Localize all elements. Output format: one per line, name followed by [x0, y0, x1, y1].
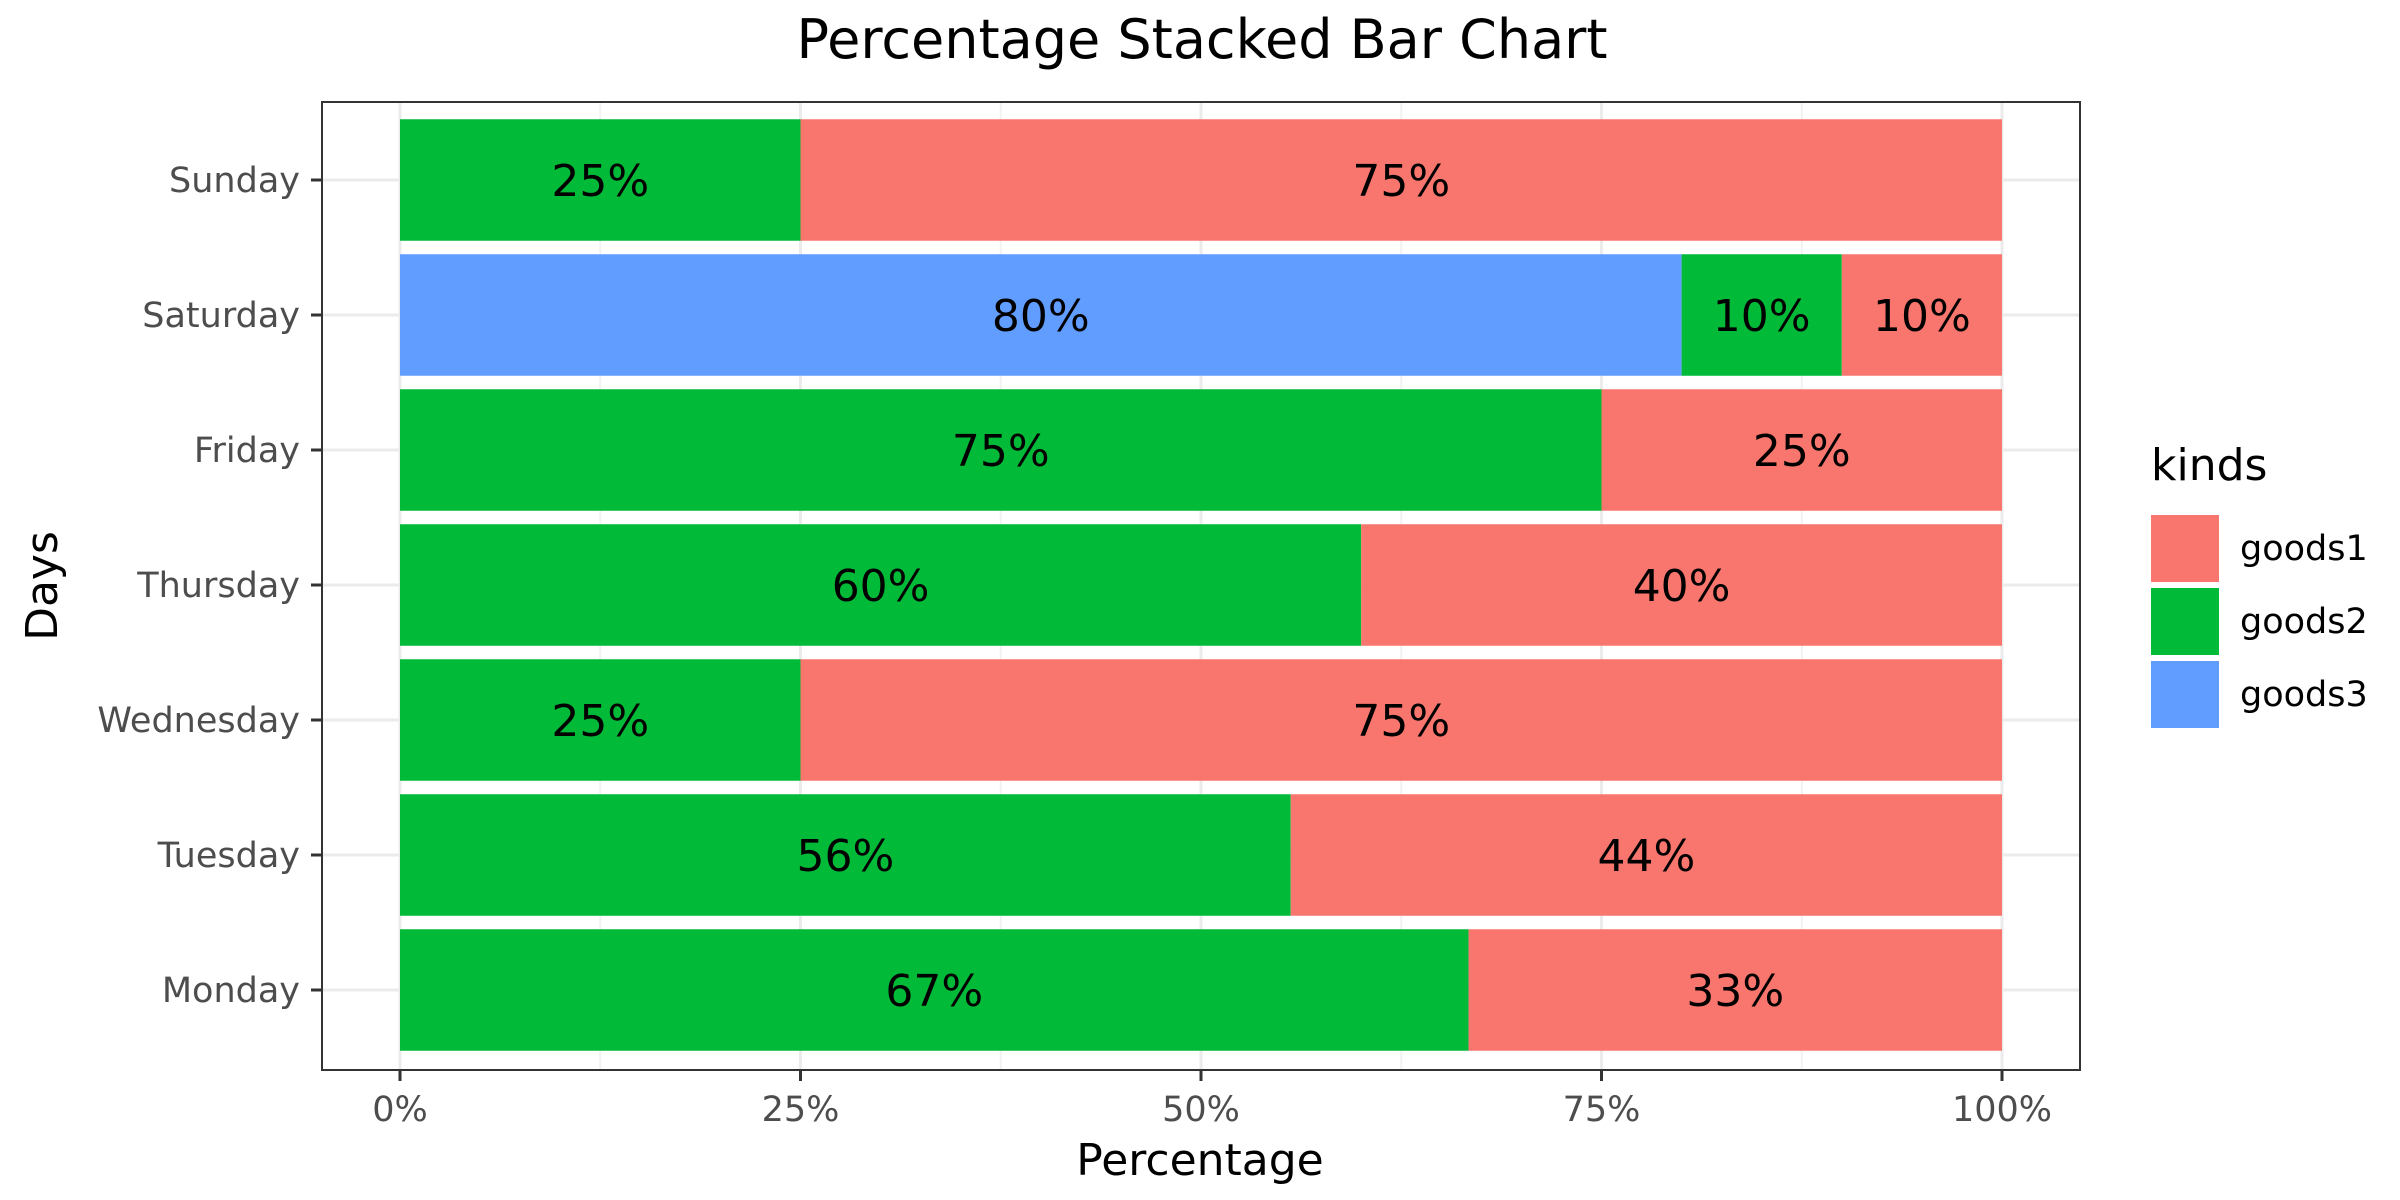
- x-tick-label: 100%: [1952, 1090, 2052, 1130]
- legend-key-goods3: [2151, 661, 2219, 728]
- bar-label: 40%: [1633, 561, 1731, 612]
- bar-label: 60%: [832, 561, 930, 612]
- bar-segment-goods2-monday: [400, 929, 1469, 1051]
- chart-title: Percentage Stacked Bar Chart: [796, 8, 1607, 71]
- x-axis-title: Percentage: [1076, 1135, 1324, 1186]
- legend-key-goods1: [2151, 515, 2219, 582]
- bar-label: 25%: [1753, 426, 1851, 477]
- bar-label: 80%: [992, 291, 1090, 342]
- legend-items: goods1 goods2 goods3: [2151, 515, 2368, 728]
- bar-label: 67%: [885, 966, 983, 1017]
- legend-title: kinds: [2151, 440, 2267, 491]
- y-axis: Monday Tuesday Wednesday Thursday Friday Satu…: [97, 161, 322, 1011]
- bar-segment-goods2-tuesday: [400, 794, 1291, 916]
- bar-segment-goods1-monday: [1468, 929, 2002, 1051]
- bar-label: 75%: [952, 426, 1050, 477]
- y-tick-label: Tuesday: [157, 836, 300, 876]
- legend: kinds goods1 goods2 goods3: [2151, 440, 2368, 728]
- bars: 67% 33% 56% 44% 25% 75% 60% 40% 75% 25% 80% 10% 10% 2…: [400, 119, 2002, 1051]
- bar-segment-goods2-wednesday: [400, 659, 801, 781]
- bar-segment-goods1-sunday: [800, 119, 2002, 241]
- bar-label: 75%: [1352, 156, 1450, 207]
- bar-segment-goods2-friday: [400, 389, 1602, 511]
- bar-label: 10%: [1713, 291, 1811, 342]
- x-tick-label: 50%: [1162, 1090, 1240, 1130]
- bar-label: 25%: [551, 156, 649, 207]
- x-axis: 0% 25% 50% 75% 100%: [372, 1070, 2052, 1130]
- bar-segment-goods1-tuesday: [1290, 794, 2002, 916]
- bar-segment-goods2-sunday: [400, 119, 801, 241]
- bar-label: 56%: [796, 831, 894, 882]
- y-tick-label: Monday: [162, 971, 300, 1011]
- plot-panel: 67% 33% 56% 44% 25% 75% 60% 40% 75% 25% 80% 10% 10% 2…: [321, 101, 2081, 1071]
- x-tick-label: 75%: [1563, 1090, 1641, 1130]
- y-tick-label: Saturday: [142, 296, 300, 336]
- y-tick-label: Thursday: [136, 566, 300, 606]
- bar-segment-goods1-saturday: [1841, 254, 2002, 376]
- bar-segment-goods2-saturday: [1681, 254, 1842, 376]
- bar-label: 33%: [1686, 966, 1784, 1017]
- y-tick-label: Wednesday: [97, 701, 300, 741]
- bar-segment-goods1-friday: [1601, 389, 2002, 511]
- bar-segment-goods3-saturday: [400, 254, 1682, 376]
- bar-segment-goods1-thursday: [1361, 524, 2002, 646]
- bar-label: 10%: [1873, 291, 1971, 342]
- y-tick-label: Sunday: [169, 161, 300, 201]
- x-tick-label: 25%: [762, 1090, 840, 1130]
- y-axis-title: Days: [17, 531, 68, 641]
- bar-segment-goods2-thursday: [400, 524, 1362, 646]
- legend-label-goods3: goods3: [2240, 675, 2368, 715]
- legend-label-goods2: goods2: [2240, 602, 2368, 642]
- x-tick-label: 0%: [372, 1090, 428, 1130]
- bar-label: 25%: [551, 696, 649, 747]
- legend-label-goods1: goods1: [2240, 529, 2368, 569]
- bar-label: 75%: [1352, 696, 1450, 747]
- legend-key-goods2: [2151, 588, 2219, 655]
- bar-label: 44%: [1597, 831, 1695, 882]
- bar-segment-goods1-wednesday: [800, 659, 2002, 781]
- y-tick-label: Friday: [194, 431, 300, 471]
